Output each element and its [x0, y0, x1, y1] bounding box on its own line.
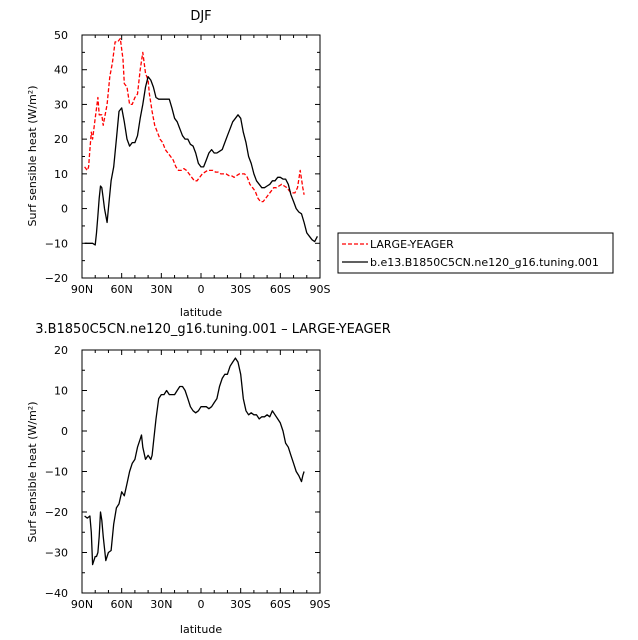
- plot-lines-top: [84, 37, 318, 246]
- chart-title-bottom: 3.B1850C5CN.ne120_g16.tuning.001 – LARGE…: [35, 322, 391, 337]
- x-tick-label: 60N: [111, 598, 133, 611]
- x-tick-label: 60S: [270, 598, 291, 611]
- plot-frame-top: [81, 34, 321, 279]
- legend-box: [337, 232, 614, 274]
- x-tick-label: 90N: [71, 283, 93, 296]
- y-tick-label: 0: [61, 203, 68, 216]
- chart-title-top: DJF: [190, 9, 211, 24]
- x-tick-label: 60N: [111, 283, 133, 296]
- y-tick-label: 20: [54, 133, 68, 146]
- x-tick-label: 90S: [310, 598, 331, 611]
- plot-lines-bottom: [84, 357, 305, 566]
- y-tick-label: 0: [61, 425, 68, 438]
- x-axis-label-top: latitude: [180, 306, 222, 319]
- y-tick-label: −20: [45, 272, 68, 285]
- y-axis-label-top: Surf sensible heat (W/m²): [26, 86, 39, 227]
- axis-ticks-bottom: 90N 60N 30N 0 30S 60S 90S −40 −30 −20 −10 0 10 20: [45, 344, 331, 611]
- axis-ticks-top: 90N 60N 30N 0 30S 60S 90S −20 −10 0 10 20 30 40 50: [45, 29, 331, 296]
- x-tick-label: 30N: [150, 598, 172, 611]
- x-axis-label-bottom: latitude: [180, 623, 222, 636]
- x-tick-label: 90S: [310, 283, 331, 296]
- series-line-bottom-0: [84, 357, 305, 566]
- legend-label-tuning: b.e13.B1850C5CN.ne120_g16.tuning.001: [370, 256, 599, 269]
- y-tick-label: −10: [45, 237, 68, 250]
- y-tick-label: 30: [54, 98, 68, 111]
- x-tick-label: 30S: [230, 283, 251, 296]
- legend-label-large-yeager: LARGE-YEAGER: [370, 238, 454, 251]
- x-tick-label: 30S: [230, 598, 251, 611]
- y-axis-label-bottom: Surf sensible heat (W/m²): [26, 402, 39, 543]
- y-tick-label: −30: [45, 547, 68, 560]
- x-tick-label: 30N: [150, 283, 172, 296]
- legend: LARGE-YEAGER b.e13.B1850C5CN.ne120_g16.t…: [337, 232, 614, 274]
- panel-bottom-diff: 3.B1850C5CN.ne120_g16.tuning.001 – LARGE…: [26, 322, 391, 636]
- series-line-top-1: [84, 76, 318, 246]
- series-line-top-0: [84, 37, 305, 203]
- y-tick-label: 50: [54, 29, 68, 42]
- x-tick-label: 60S: [270, 283, 291, 296]
- y-tick-label: 20: [54, 344, 68, 357]
- y-tick-label: 10: [54, 385, 68, 398]
- x-tick-label: 90N: [71, 598, 93, 611]
- x-tick-label: 0: [198, 283, 205, 296]
- y-tick-label: −20: [45, 506, 68, 519]
- plot-frame-bottom: [81, 349, 321, 594]
- y-tick-label: −40: [45, 587, 68, 600]
- y-tick-label: −10: [45, 466, 68, 479]
- y-tick-label: 40: [54, 64, 68, 77]
- y-tick-label: 10: [54, 168, 68, 181]
- x-tick-label: 0: [198, 598, 205, 611]
- panel-top-djf: DJF Surf sensible heat (W/m²) latitude 9…: [26, 9, 331, 319]
